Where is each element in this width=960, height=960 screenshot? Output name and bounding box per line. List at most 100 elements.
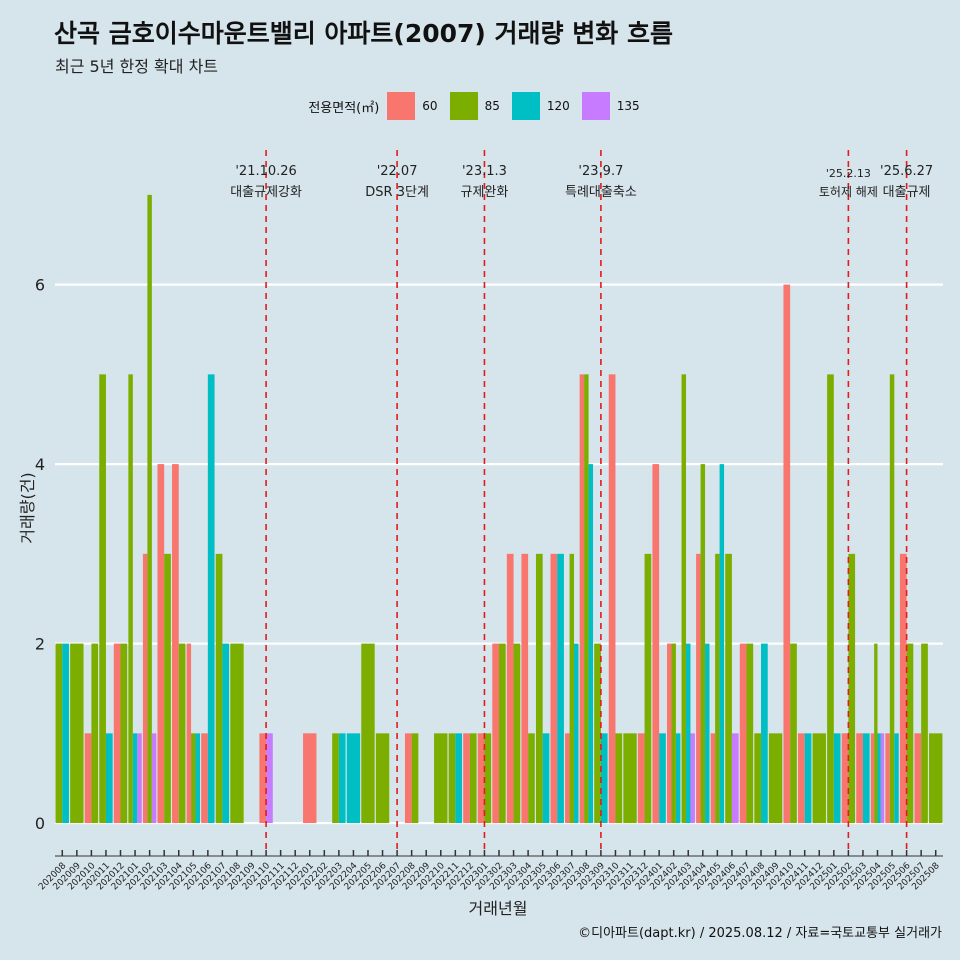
bar [690,733,695,824]
annotation-text: 대출규제강화 [230,185,302,200]
x-axis-title: 거래년월 [469,899,528,918]
bar [186,643,192,824]
bar [644,553,652,824]
annotation-date: '23.1.3 [462,164,507,179]
bar [715,553,720,824]
annotation-date: '22.07 [377,164,418,179]
bar [178,643,186,824]
annotation-date: '21.10.26 [235,164,296,179]
bar [889,374,895,824]
bar [172,464,179,824]
bar [463,733,470,824]
annotation-date: '25.6.27 [880,164,933,179]
bar [833,733,841,824]
source-caption: ©디아파트(dapt.kr) / 2025.08.12 / 자료=국토교통부 실… [578,926,942,941]
y-tick-label: 2 [35,635,45,654]
bar [434,733,448,824]
legend-key-120 [511,92,540,120]
y-tick-label: 6 [35,276,45,295]
bar [921,643,928,824]
bar [164,553,171,824]
bar [588,464,594,824]
bar [705,643,710,824]
bar [157,464,165,824]
bar [191,733,196,824]
bar [914,733,922,824]
bar [259,733,267,824]
bar [361,643,375,824]
bar [761,643,768,824]
bar [899,553,907,824]
bar [230,643,244,824]
bar [700,464,706,824]
bar [84,733,92,824]
bar [637,733,645,824]
bar [195,733,200,824]
bar [906,643,914,824]
bar [132,733,138,824]
bar [841,733,849,824]
bar [659,733,666,824]
bar [885,733,890,824]
bar [513,643,521,824]
bar [557,553,564,824]
bar [675,733,681,824]
legend-label-135: 135 [616,99,640,113]
bar [827,374,834,824]
bar [215,553,223,824]
bar [608,374,616,824]
bar [790,643,797,824]
bar [874,643,878,824]
bar [62,643,69,824]
bar [120,643,128,824]
legend: 전용면적(㎡) 60 85 120 135 [0,92,960,120]
bar [303,733,317,824]
bar [754,733,762,824]
bar [346,733,361,824]
bar [142,553,148,824]
bar [535,553,543,824]
bar [528,733,535,824]
annotation-date: '25.2.13 [826,167,871,180]
bar [222,643,230,824]
bar [411,733,419,824]
bar [404,733,412,824]
bar [681,374,687,824]
bar [550,553,558,824]
legend-label-60: 60 [422,99,438,113]
bar [739,643,747,824]
bar [671,643,676,824]
legend-title: 전용면적(㎡) [308,100,380,116]
bar [375,733,390,824]
bar [521,553,529,824]
bar [600,733,608,824]
bar [492,643,499,824]
bar [201,733,208,824]
bar [128,374,133,824]
bar [99,374,106,824]
legend-key-85 [449,92,478,120]
bar [710,733,716,824]
annotation-text: 대출규제 [883,185,931,200]
page-subtitle: 최근 5년 한정 확대 차트 [55,57,219,76]
bar [469,733,477,824]
bar [484,733,492,824]
bar [696,553,701,824]
bar [569,553,575,824]
bar [929,733,943,824]
bar [719,464,725,824]
annotation-date: '23.9.7 [578,164,623,179]
bar [798,733,805,824]
bar [91,643,99,824]
annotation-text: 토허제 해제 [819,185,878,199]
bar [623,733,637,824]
bar [448,733,456,824]
bar [894,733,899,824]
legend-label-85: 85 [484,99,500,113]
bar [477,733,485,824]
annotation-text: DSR 3단계 [365,185,429,200]
legend-key-135 [581,92,610,120]
bar [70,643,84,824]
bar [137,733,142,824]
